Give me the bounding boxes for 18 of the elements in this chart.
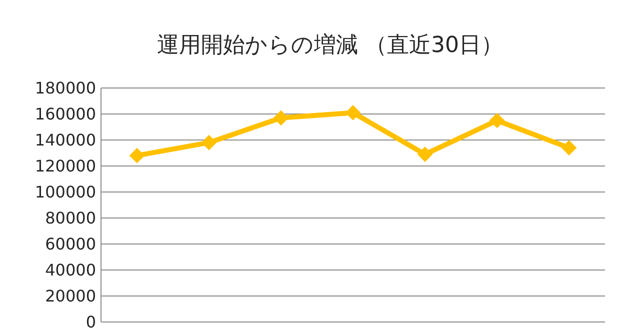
point <box>417 146 433 162</box>
chart-title: 運用開始からの増減 （直近30日） <box>157 33 503 58</box>
y-tick-label: 60000 <box>45 234 96 254</box>
point <box>129 148 145 164</box>
y-tick-label: 80000 <box>45 208 96 228</box>
y-tick-label: 100000 <box>34 182 96 202</box>
y-tick-label: 40000 <box>45 260 96 280</box>
y-tick-label: 140000 <box>34 130 96 150</box>
y-tick-label: 160000 <box>34 104 96 124</box>
point <box>201 134 217 150</box>
point <box>561 140 577 156</box>
y-tick-label: 0 <box>86 312 96 332</box>
y-tick-label: 20000 <box>45 286 96 306</box>
y-tick-label: 180000 <box>34 78 96 98</box>
point <box>345 105 361 120</box>
point <box>273 110 289 126</box>
y-tick-label: 120000 <box>34 156 96 176</box>
point <box>489 112 505 128</box>
